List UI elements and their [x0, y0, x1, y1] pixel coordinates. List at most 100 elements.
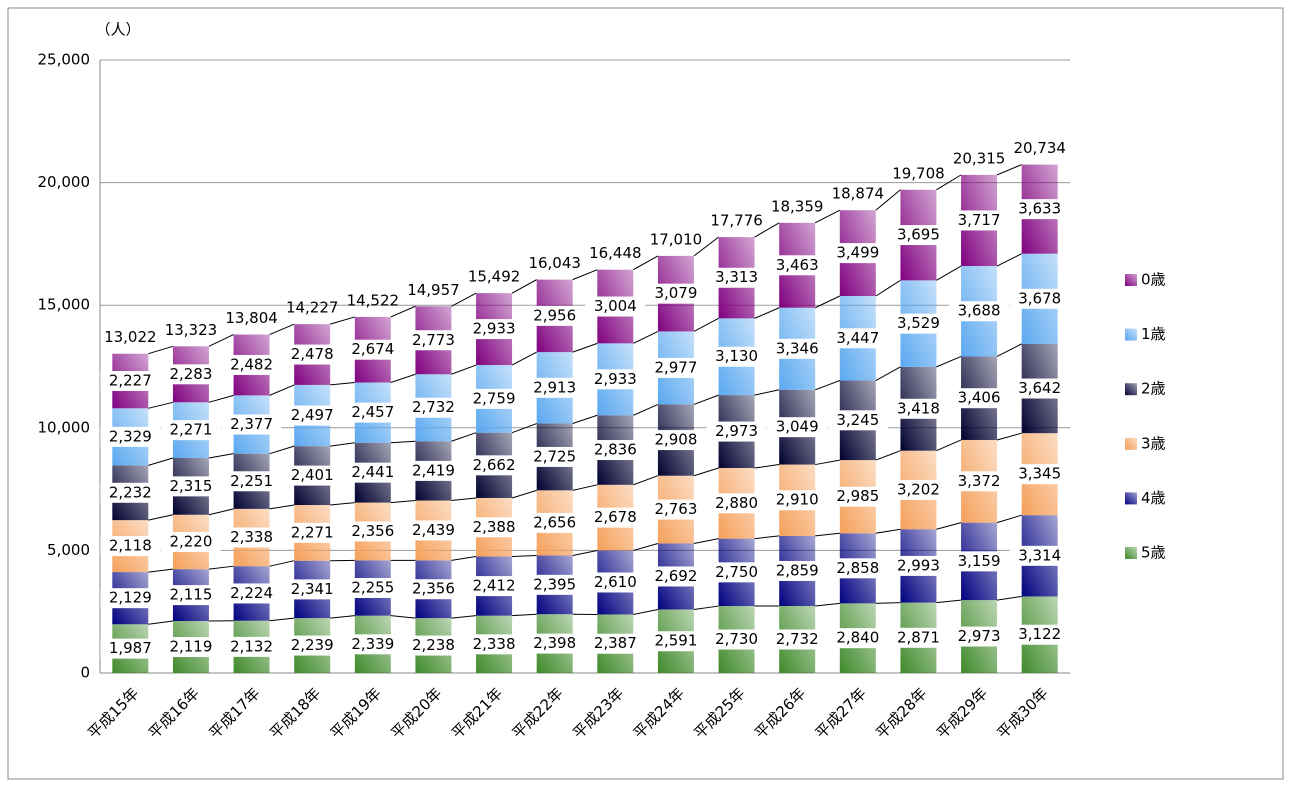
data-label: 2,329	[109, 427, 152, 445]
data-label: 2,115	[169, 586, 212, 604]
data-label: 2,732	[776, 630, 819, 648]
total-label: 16,448	[589, 244, 642, 262]
data-label: 2,913	[533, 378, 576, 396]
data-label: 2,773	[412, 331, 455, 349]
data-label: 2,858	[836, 559, 879, 577]
data-label: 2,973	[958, 627, 1001, 645]
data-label: 2,238	[412, 636, 455, 654]
total-label: 14,227	[286, 299, 339, 317]
data-label: 3,245	[836, 411, 879, 429]
data-label: 2,118	[109, 537, 152, 555]
data-label: 3,678	[1018, 289, 1061, 307]
data-label: 2,908	[654, 431, 697, 449]
data-label: 2,933	[473, 320, 516, 338]
data-label: 3,313	[715, 268, 758, 286]
total-label: 16,043	[528, 254, 581, 272]
total-label: 19,708	[892, 164, 945, 182]
data-label: 2,132	[230, 637, 273, 655]
data-label: 2,356	[351, 522, 394, 540]
data-label: 3,004	[594, 297, 637, 315]
y-tick-label: 15,000	[38, 296, 91, 314]
data-label: 2,251	[230, 472, 273, 490]
data-label: 2,836	[594, 441, 637, 459]
legend-label: 2歳	[1141, 380, 1166, 398]
y-tick-label: 5,000	[47, 541, 90, 559]
data-label: 2,977	[654, 358, 697, 376]
data-label: 2,271	[169, 421, 212, 439]
total-label: 17,776	[710, 212, 763, 230]
data-label: 3,049	[776, 418, 819, 436]
data-label: 2,933	[594, 370, 637, 388]
total-label: 17,010	[650, 230, 703, 248]
data-label: 2,840	[836, 629, 879, 647]
data-label: 2,395	[533, 575, 576, 593]
legend-label: 5歳	[1141, 544, 1166, 562]
data-label: 3,406	[958, 389, 1001, 407]
data-label: 2,732	[412, 398, 455, 416]
data-label: 2,750	[715, 563, 758, 581]
total-label: 18,359	[771, 197, 824, 215]
data-label: 2,356	[412, 580, 455, 598]
data-label: 3,529	[897, 314, 940, 332]
data-label: 2,419	[412, 461, 455, 479]
data-label: 2,401	[291, 466, 334, 484]
data-label: 2,692	[654, 567, 697, 585]
data-label: 2,910	[776, 491, 819, 509]
data-label: 2,482	[230, 355, 273, 373]
data-label: 2,730	[715, 630, 758, 648]
data-label: 3,130	[715, 347, 758, 365]
total-label: 14,522	[347, 291, 400, 309]
data-label: 2,880	[715, 494, 758, 512]
data-label: 2,255	[351, 579, 394, 597]
data-label: 2,591	[654, 632, 697, 650]
data-label: 2,412	[473, 577, 516, 595]
data-label: 3,695	[897, 226, 940, 244]
data-label: 3,122	[1018, 625, 1061, 643]
data-label: 2,457	[351, 403, 394, 421]
data-label: 2,662	[473, 456, 516, 474]
data-label: 2,859	[776, 561, 819, 579]
data-label: 3,447	[836, 329, 879, 347]
total-label: 20,315	[953, 149, 1006, 167]
data-label: 2,763	[654, 500, 697, 518]
data-label: 3,372	[958, 472, 1001, 490]
legend-label: 4歳	[1141, 489, 1166, 507]
data-label: 3,202	[897, 480, 940, 498]
data-label: 2,227	[109, 372, 152, 390]
y-tick-label: 10,000	[38, 418, 91, 436]
y-axis-label: （人）	[95, 21, 140, 39]
data-label: 3,418	[897, 399, 940, 417]
data-label: 2,441	[351, 463, 394, 481]
legend-swatch	[1125, 329, 1137, 341]
data-label: 3,159	[958, 552, 1001, 570]
y-tick-label: 20,000	[38, 173, 91, 191]
total-label: 14,957	[407, 281, 460, 299]
data-label: 2,341	[291, 580, 334, 598]
data-label: 2,271	[291, 523, 334, 541]
legend-swatch	[1125, 274, 1137, 286]
data-label: 3,345	[1018, 465, 1061, 483]
data-label: 2,497	[291, 406, 334, 424]
data-label: 3,079	[654, 284, 697, 302]
total-label: 20,734	[1013, 139, 1066, 157]
data-label: 2,232	[109, 483, 152, 501]
data-label: 2,338	[473, 635, 516, 653]
data-label: 2,388	[473, 518, 516, 536]
data-label: 1,987	[109, 639, 152, 657]
data-label: 2,129	[109, 589, 152, 607]
data-label: 2,283	[169, 365, 212, 383]
legend-swatch	[1125, 547, 1137, 559]
data-label: 2,973	[715, 422, 758, 440]
data-label: 3,499	[836, 244, 879, 262]
data-label: 2,725	[533, 447, 576, 465]
data-label: 3,717	[958, 211, 1001, 229]
y-tick-label: 0	[80, 664, 90, 682]
total-label: 13,022	[104, 328, 157, 346]
data-label: 2,956	[533, 306, 576, 324]
total-label: 15,492	[468, 268, 521, 286]
data-label: 3,314	[1018, 546, 1061, 564]
data-label: 2,315	[169, 477, 212, 495]
data-label: 2,398	[533, 634, 576, 652]
data-label: 2,610	[594, 573, 637, 591]
